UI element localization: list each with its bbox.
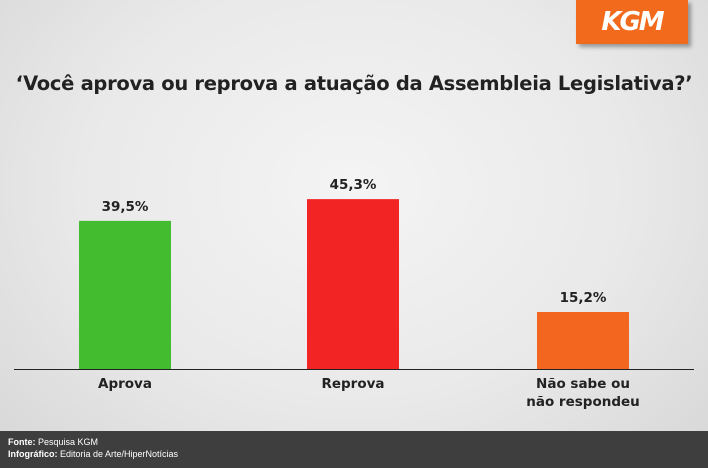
credit-value: Editoria de Arte/HiperNotícias bbox=[57, 449, 179, 459]
category-label-0-0: Aprova bbox=[98, 376, 152, 392]
credit-label: Infográfico: bbox=[8, 449, 58, 459]
bar-value-label-2: 15,2% bbox=[560, 290, 607, 306]
bar-2 bbox=[537, 312, 629, 369]
source-value: Pesquisa KGM bbox=[35, 437, 99, 447]
category-label-2-0: Não sabe ou bbox=[536, 376, 630, 392]
bar-value-label-0: 39,5% bbox=[102, 199, 149, 215]
kgm-logo: KGM bbox=[576, 0, 688, 44]
category-label-1-0: Reprova bbox=[321, 376, 384, 392]
bar-1 bbox=[307, 199, 399, 369]
category-label-2-1: não respondeu bbox=[526, 394, 640, 410]
source-label: Fonte: bbox=[8, 437, 36, 447]
bar-0 bbox=[79, 220, 171, 369]
bar-chart: 39,5% Aprova 45,3% Reprova 15,2% Não sabe ou n… bbox=[14, 177, 694, 410]
source-line: Fonte: Pesquisa KGM bbox=[8, 436, 708, 448]
logo-text: KGM bbox=[601, 7, 664, 37]
footer: Fonte: Pesquisa KGM Infográfico: Editori… bbox=[0, 431, 708, 468]
chart-title: ‘Você aprova ou reprova a atuação da Ass… bbox=[15, 72, 693, 95]
credit-line: Infográfico: Editoria de Arte/HiperNotíc… bbox=[8, 448, 708, 460]
bar-value-label-1: 45,3% bbox=[330, 177, 377, 193]
